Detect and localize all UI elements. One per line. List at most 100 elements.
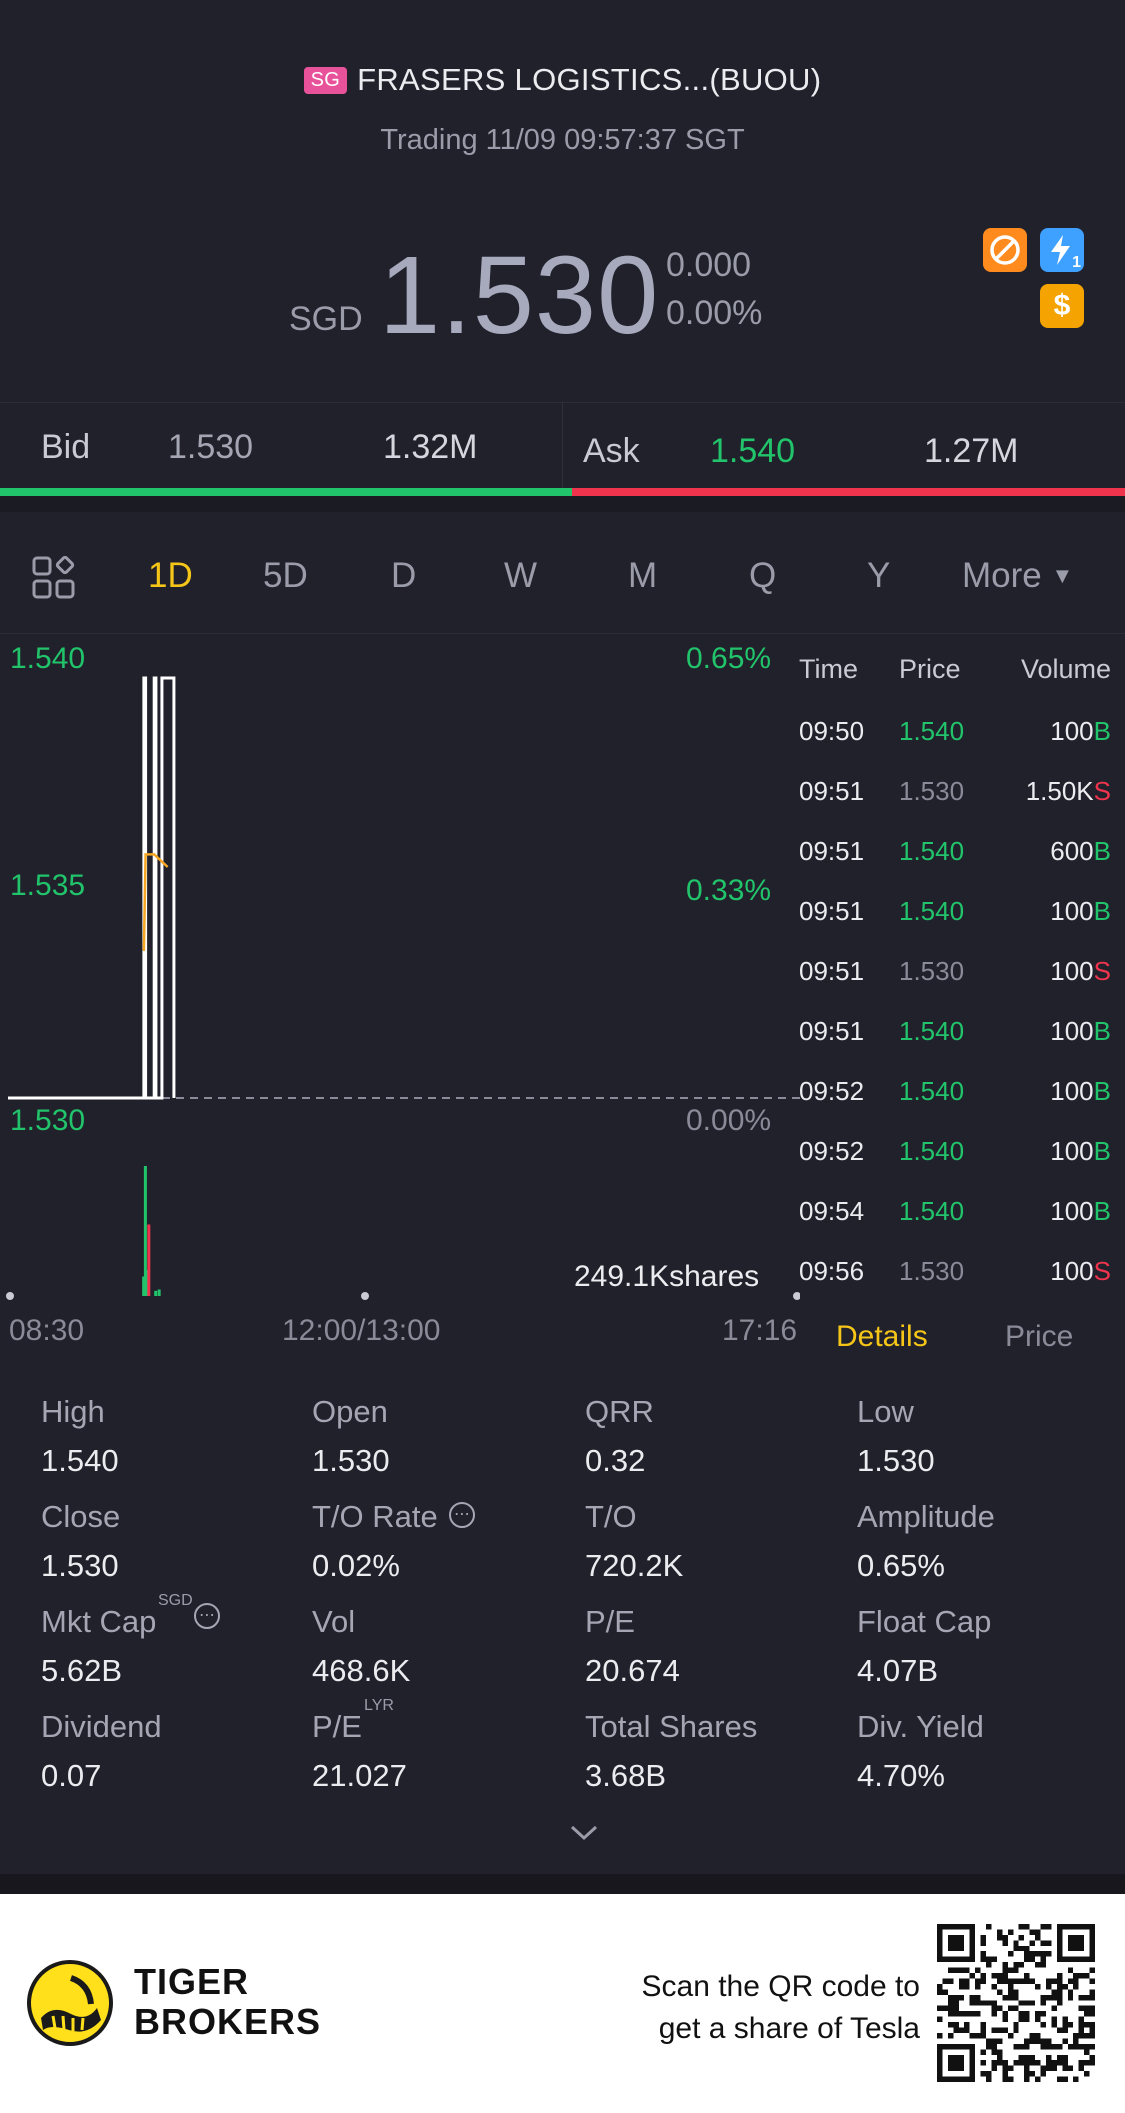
qr-cell (1078, 2022, 1085, 2028)
market-badge: SG (303, 67, 348, 94)
stat-pe-value: 20.674 (585, 1653, 680, 1688)
qr-cell (1013, 2005, 1019, 2012)
intraday-chart[interactable] (0, 636, 800, 1326)
qr-cell (1029, 1956, 1036, 1963)
y-axis-label-bottom: 1.530 (10, 1104, 86, 1137)
stat-close-value: 1.530 (41, 1548, 119, 1583)
qr-cell (964, 1983, 970, 1990)
ask-label: Ask (583, 432, 640, 470)
ask-price: 1.540 (710, 432, 796, 470)
qr-cell (1007, 1989, 1014, 1995)
tab-5d[interactable]: 5D (263, 556, 308, 595)
footer-divider (0, 1874, 1125, 1894)
qr-cell (1056, 1989, 1063, 1995)
qr-cell (1002, 2065, 1008, 2072)
stat-float-cap-value: 4.07B (857, 1653, 939, 1688)
pct-axis-label-bottom: 0.00% (686, 1104, 772, 1137)
qr-cell (1040, 1924, 1046, 1930)
stat-pe-lyr-value: 21.027 (312, 1758, 407, 1793)
qr-cell (1089, 2054, 1095, 2061)
trade-row: 09:51 1.540 100B (0, 896, 1125, 956)
qr-cell (996, 2049, 1003, 2055)
qr-cell (1029, 2060, 1036, 2066)
stat-to-rate-label: T/O Rate (312, 1499, 438, 1534)
expand-chevron-icon[interactable] (566, 1822, 602, 1849)
dollar-icon[interactable]: $ (1040, 284, 1084, 328)
x-axis-label-open: 08:30 (9, 1314, 85, 1347)
tab-m[interactable]: M (628, 556, 658, 595)
volume-bar (143, 1166, 147, 1296)
bid-label: Bid (41, 428, 91, 466)
trade-row: 09:51 1.530 1.50KS (0, 776, 1125, 836)
qr-cell (996, 2060, 1003, 2066)
trade-price: 1.540 (899, 1016, 965, 1046)
trade-row: 09:52 1.540 100B (0, 1136, 1125, 1196)
stat-div-yield-label: Div. Yield (857, 1709, 984, 1744)
tab-q[interactable]: Q (749, 556, 777, 595)
qr-cell (1073, 2032, 1079, 2039)
qr-cell (1051, 1989, 1057, 1995)
qr-cell (1035, 1962, 1041, 1968)
qr-cell (937, 2005, 943, 2012)
qr-cell (1024, 2076, 1030, 2082)
trade-side: B (1093, 836, 1111, 866)
qr-cell (1040, 1962, 1046, 1968)
tab-price-distribution[interactable]: Price (1005, 1320, 1074, 1353)
qr-cell (1051, 2060, 1057, 2066)
tab-w[interactable]: W (504, 556, 538, 595)
to-rate-info-icon[interactable]: ⋯ (449, 1502, 475, 1528)
trade-row: 09:50 1.540 100B (0, 716, 1125, 776)
qr-cell (1002, 1934, 1008, 1941)
ask-size: 1.27M (924, 432, 1019, 470)
qr-cell (980, 1940, 987, 1946)
qr-cell (986, 2043, 992, 2050)
no-short-icon[interactable] (983, 228, 1027, 272)
qr-cell (937, 1983, 943, 1990)
qr-code-icon[interactable] (937, 1924, 1095, 2082)
qr-cell (1051, 2022, 1057, 2028)
tab-y[interactable]: Y (867, 556, 891, 595)
qr-cell (1013, 1940, 1019, 1946)
stock-name: FRASERS LOGISTICS...(BUOU) (357, 62, 822, 97)
stat-pe-label: P/E (585, 1604, 635, 1639)
stat-qrr-value: 0.32 (585, 1443, 646, 1478)
layout-grid-icon[interactable] (32, 555, 76, 605)
stat-qrr-label: QRR (585, 1394, 654, 1429)
qr-cell (975, 2032, 981, 2039)
qr-cell (1062, 1983, 1068, 1990)
trade-volume: 100B (1050, 716, 1111, 747)
qr-cell (1089, 1994, 1095, 2001)
qr-cell (1062, 2076, 1068, 2082)
pe-lyr-sup: LYR (364, 1697, 394, 1714)
volume-label: 249.1Kshares (574, 1260, 760, 1293)
trade-volume-value: 600 (1050, 836, 1094, 866)
qr-cell (947, 2032, 954, 2039)
trade-volume: 1.50KS (1026, 776, 1111, 807)
stat-to-value: 720.2K (585, 1548, 684, 1583)
qr-cell (996, 2027, 1003, 2033)
mkt-cap-info-icon[interactable]: ⋯ (194, 1603, 220, 1629)
qr-cell (1029, 2054, 1036, 2061)
qr-cell (975, 2000, 981, 2006)
qr-cell (969, 1994, 976, 2001)
qr-cell (1078, 2027, 1085, 2033)
qr-cell (1040, 1940, 1046, 1946)
qr-cell (1040, 2022, 1046, 2028)
qr-cell (1002, 1962, 1008, 1968)
qr-cell (986, 2000, 992, 2006)
qr-cell (1067, 1989, 1074, 1995)
tab-d[interactable]: D (391, 556, 417, 595)
qr-cell (996, 1934, 1003, 1941)
tab-details[interactable]: Details (836, 1320, 928, 1353)
tab-more[interactable]: More ▼ (962, 556, 1073, 596)
qr-cell (1089, 2022, 1095, 2028)
tab-more-label: More (962, 556, 1042, 595)
qr-cell (953, 1994, 959, 2001)
lightning-level1-icon[interactable]: 1 (1040, 228, 1084, 272)
qr-cell (953, 2022, 959, 2028)
qr-cell (1084, 2043, 1090, 2050)
tab-1d[interactable]: 1D (148, 556, 193, 595)
qr-cell (1013, 2022, 1019, 2028)
qr-cell (1045, 1978, 1052, 1984)
qr-cell (1013, 1978, 1019, 1984)
